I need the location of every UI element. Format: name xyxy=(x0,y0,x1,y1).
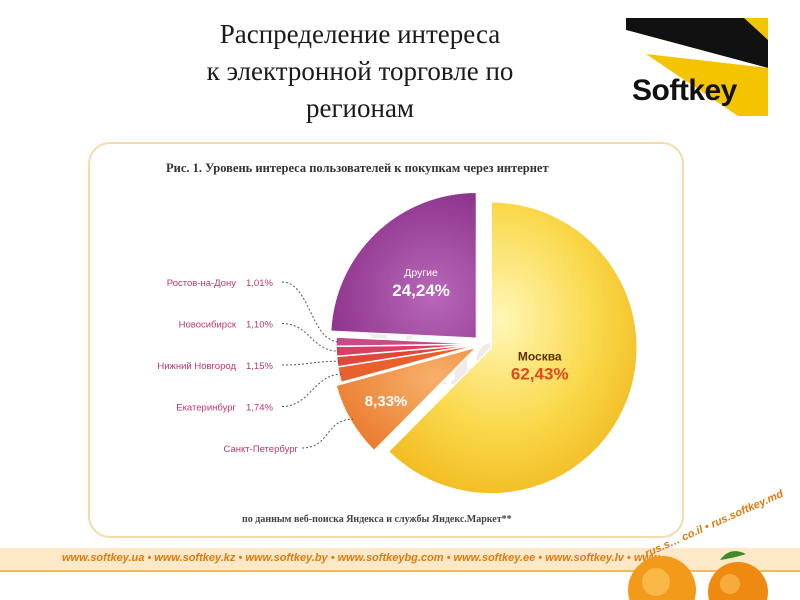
chart-frame: Рис. 1. Уровень интереса пользователей к… xyxy=(88,142,684,538)
slice-label-6: Другие xyxy=(404,267,438,279)
slice-label-0: Москва xyxy=(518,349,562,363)
slice-value-0: 62,43% xyxy=(511,364,569,383)
leader-line-5 xyxy=(281,281,339,343)
slice-value-4: 1,10% xyxy=(246,320,273,331)
chart-source-note: по данным веб-поиска Яндекса и службы Ян… xyxy=(242,514,512,525)
slice-label-3: Нижний Новгород xyxy=(157,361,236,372)
slide-title: Распределение интереса к электронной тор… xyxy=(206,19,514,123)
leader-line-4 xyxy=(281,323,340,352)
logo-text: Softkey xyxy=(632,74,737,107)
pie-slice-0 xyxy=(387,201,638,495)
slice-value-2: 1,74% xyxy=(246,403,273,414)
pie-slice-1 xyxy=(335,345,480,452)
slice-value-6: 24,24% xyxy=(392,281,450,300)
pie-slice-6 xyxy=(329,191,478,339)
slice-label-1: Санкт-Петербург xyxy=(223,444,298,455)
slice-value-1: 8,33% xyxy=(365,393,408,410)
slice-label-5: Ростов-на-Дону xyxy=(167,278,236,289)
logo-graphic xyxy=(626,18,768,116)
oranges-decoration xyxy=(628,551,768,600)
leader-line-1 xyxy=(301,418,354,449)
footer-links: www.softkey.ua • www.softkey.kz • www.so… xyxy=(62,552,662,564)
pie-chart: Рис. 1. Уровень интереса пользователей к… xyxy=(157,161,638,525)
chart-title: Рис. 1. Уровень интереса пользователей к… xyxy=(166,161,549,175)
slice-value-5: 1,01% xyxy=(246,278,273,289)
leader-line-2 xyxy=(281,373,343,407)
leader-line-3 xyxy=(281,360,340,366)
softkey-logo: Softkey xyxy=(626,18,768,116)
slice-value-3: 1,15% xyxy=(246,361,273,372)
slice-label-4: Новосибирск xyxy=(179,320,237,331)
slice-label-2: Екатеринбург xyxy=(176,403,236,414)
